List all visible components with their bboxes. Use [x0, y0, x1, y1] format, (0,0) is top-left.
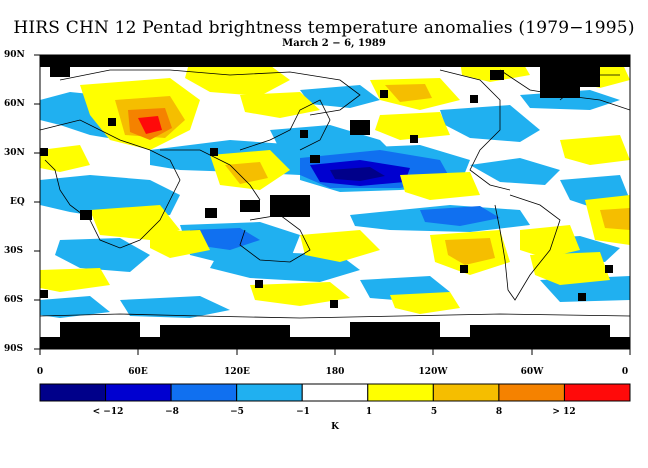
lat-label-60s: 60S	[4, 295, 24, 305]
lat-label-eq: EQ	[10, 197, 25, 207]
lat-label-30n: 30N	[4, 148, 25, 158]
red-anomaly-regions	[138, 116, 162, 134]
colorbar-label-2: −8	[165, 407, 179, 417]
lon-label-60e: 60E	[128, 367, 148, 377]
lat-label-30s: 30S	[4, 246, 24, 256]
colorbar	[39, 383, 631, 402]
lon-label-120w: 120W	[418, 367, 448, 377]
navy-anomaly-regions	[330, 167, 385, 181]
colorbar-label-8: > 12	[552, 407, 576, 417]
colorbar-label-1: < −12	[92, 407, 124, 417]
colorbar-label-4: −1	[296, 407, 310, 417]
coastlines	[40, 69, 630, 319]
map-subtitle: March 2 − 6, 1989	[282, 38, 386, 49]
colorbar-label-6: 5	[430, 407, 438, 417]
colorbar-label-7: 8	[495, 407, 503, 417]
lon-label-120e: 120E	[224, 367, 250, 377]
colorbar-label-5: 1	[365, 407, 373, 417]
map-title: HIRS CHN 12 Pentad brightness temperatur…	[13, 18, 635, 38]
lon-label-0-east: 0	[621, 367, 629, 377]
latitude-ticks	[34, 54, 40, 350]
lat-label-90s: 90S	[4, 344, 24, 354]
colorbar-unit: K	[331, 422, 339, 432]
colorbar-segment	[105, 383, 172, 402]
map-field	[40, 55, 630, 349]
lon-label-180: 180	[325, 367, 345, 377]
lat-label-60n: 60N	[4, 99, 25, 109]
colorbar-segment	[432, 383, 500, 402]
lat-label-90n: 90N	[4, 50, 25, 60]
colorbar-segment	[498, 383, 565, 402]
lon-label-0: 0	[36, 367, 44, 377]
colorbar-segment	[236, 383, 303, 402]
missing-data-regions	[40, 55, 630, 349]
colorbar-segment	[367, 383, 434, 402]
lon-label-60w: 60W	[520, 367, 544, 377]
colorbar-segment	[563, 383, 631, 402]
colorbar-segment	[301, 383, 369, 402]
colorbar-label-3: −5	[230, 407, 244, 417]
colorbar-segment	[170, 383, 238, 402]
longitude-ticks	[39, 349, 631, 355]
colorbar-segment	[39, 383, 107, 402]
